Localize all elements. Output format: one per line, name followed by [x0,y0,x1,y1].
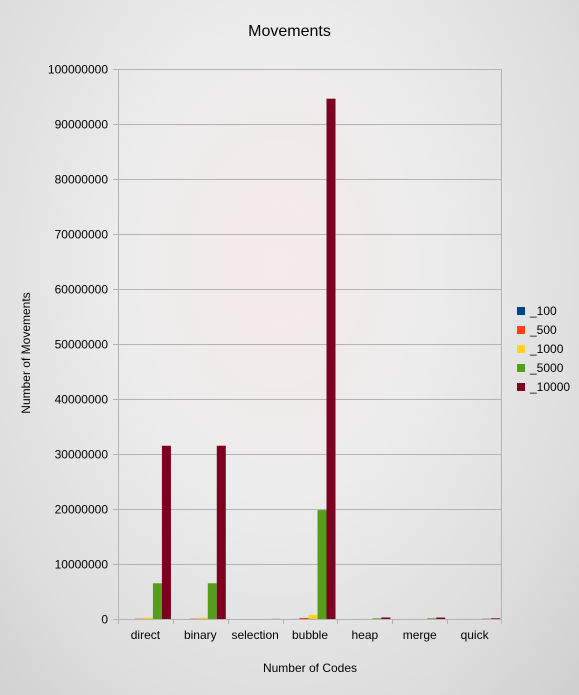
bar-10000-binary [216,445,226,619]
gridlines [113,69,502,620]
legend-item: _100 [517,301,570,320]
bar-10000-quick [491,618,501,619]
y-axis-label: Number of Movements [19,292,33,414]
legend-label: _5000 [530,360,564,375]
legend-label: _100 [530,303,557,318]
bar-1000-binary [198,617,208,619]
legend-swatch [517,306,525,315]
y-tick-label: 90000000 [55,118,109,132]
x-axis-label: Number of Codes [262,661,358,675]
legend-item: _500 [517,320,570,339]
x-tick-label: merge [403,628,437,642]
x-tick-label: heap [352,628,379,642]
x-tick-label: direct [131,628,161,642]
y-tick-label: 10000000 [55,558,109,572]
bars [125,98,501,619]
y-tick-label: 40000000 [55,393,109,407]
bar-1000-bubble [308,614,318,619]
y-tick-label: 100000000 [48,63,108,77]
y-tick-label: 30000000 [55,448,109,462]
bar-5000-binary [207,583,217,619]
bar-5000-direct [152,583,162,619]
chart-title: Movements [248,23,331,40]
legend-label: _500 [530,322,557,337]
legend-label: _10000 [530,379,571,394]
bar-10000-merge [436,617,446,619]
x-tick-label: quick [461,628,490,642]
legend-item: _5000 [517,358,570,377]
legend: _100 _500 _1000 _5000 _10000 [517,301,570,396]
legend-label: _1000 [530,341,564,356]
bar-500-bubble [299,617,309,619]
legend-swatch [517,325,525,334]
bar-5000-bubble [317,510,327,619]
bar-10000-bubble [326,98,336,619]
bar-10000-heap [381,617,391,619]
x-tick-label: bubble [292,628,328,642]
legend-item: _10000 [517,377,570,396]
x-tick-label: selection [231,628,278,642]
y-tick-labels: 0 10000000 20000000 30000000 40000000 5000000… [48,63,108,627]
x-tick-labels: direct binary selection bubble heap merge quic… [131,628,490,642]
legend-item: _1000 [517,339,570,358]
legend-swatch [517,344,525,353]
y-tick-label: 80000000 [55,173,109,187]
bar-10000-direct [161,445,171,619]
legend-swatch [517,382,525,391]
bar-5000-heap [372,618,382,619]
axes [118,69,502,624]
y-tick-label: 20000000 [55,503,109,517]
bar-1000-direct [143,617,153,619]
y-tick-label: 50000000 [55,338,109,352]
y-tick-label: 0 [101,613,108,627]
x-tick-label: binary [184,628,217,642]
legend-swatch [517,363,525,372]
y-tick-label: 70000000 [55,228,109,242]
y-tick-label: 60000000 [55,283,109,297]
bar-5000-merge [427,618,437,619]
